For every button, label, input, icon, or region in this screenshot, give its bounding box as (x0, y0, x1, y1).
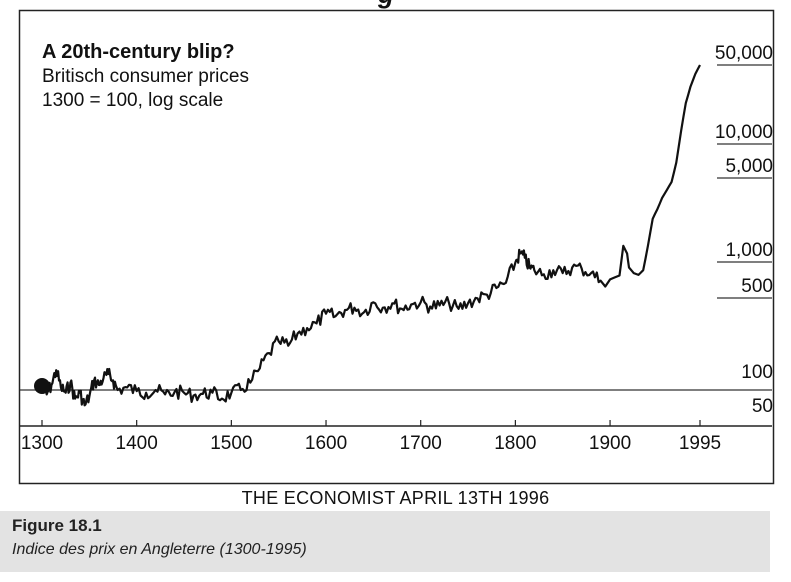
figure-label: Figure 18.1 (12, 516, 102, 535)
x-tick-label: 1600 (305, 433, 347, 454)
header-fragment: g (377, 0, 394, 9)
x-tick-label: 1700 (400, 433, 442, 454)
x-tick-label: 1400 (116, 433, 158, 454)
y-tick-label: 10,000 (715, 122, 773, 143)
y-tick-label: 50 (752, 396, 773, 417)
x-tick-label: 1900 (589, 433, 631, 454)
x-tick-label: 1300 (21, 433, 63, 454)
y-tick-label: 500 (741, 276, 773, 297)
chart-frame (18, 9, 775, 485)
y-tick-labels: 50,000 10,000 5,000 1,000 500 100 50 (715, 43, 773, 417)
x-ticks: 1300 1400 1500 1600 1700 1800 1900 1995 (21, 420, 721, 454)
chart-subtitle-scale: 1300 = 100, log scale (42, 90, 223, 111)
x-tick-label: 1800 (494, 433, 536, 454)
chart-title: A 20th-century blip? (42, 41, 235, 63)
y-tick-label: 100 (741, 362, 773, 383)
price-index-line (41, 64, 701, 407)
chart-subtitle: Britisch consumer prices (42, 66, 249, 87)
figure-caption: Figure 18.1 Indice des prix en Angleterr… (0, 511, 770, 572)
y-tick-label: 50,000 (715, 43, 773, 64)
y-tick-label: 5,000 (725, 156, 773, 177)
x-tick-label: 1500 (210, 433, 252, 454)
y-tick-lines (717, 64, 772, 299)
y-tick-label: 1,000 (725, 240, 773, 261)
start-marker (34, 378, 50, 394)
figure-caption-text: Indice des prix en Angleterre (1300-1995… (12, 541, 307, 558)
source-line: THE ECONOMIST APRIL 13TH 1996 (241, 488, 550, 508)
x-tick-label: 1995 (679, 433, 721, 454)
